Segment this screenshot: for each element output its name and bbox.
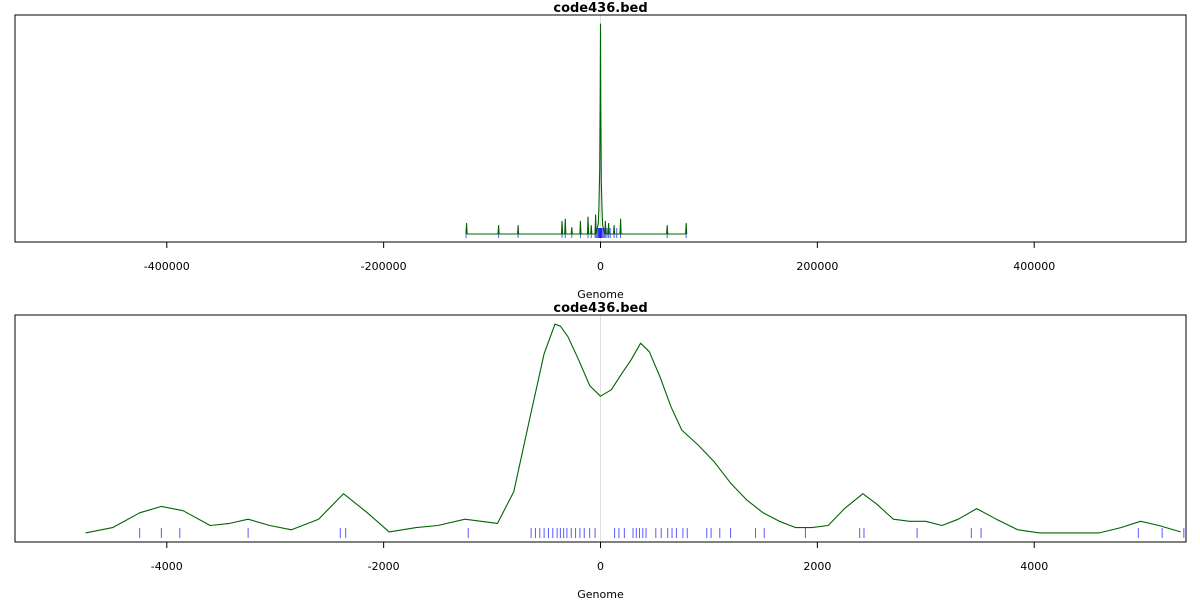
panel1-density-line-series-0	[465, 23, 688, 235]
panel1-x-tick-label: -400000	[144, 260, 190, 273]
panel2-chart-title: code436.bed	[553, 301, 647, 316]
panel1-chart-title: code436.bed	[553, 1, 647, 16]
panel2-x-tick-label: 0	[597, 560, 604, 573]
panel1-x-tick-label: 200000	[796, 260, 838, 273]
panel1-x-tick-label: 0	[597, 260, 604, 273]
panel1-x-tick-label: -200000	[361, 260, 407, 273]
panel2-density-line-series-0	[85, 323, 1181, 534]
panel2-x-tick-label: 2000	[803, 560, 831, 573]
panel2-x-tick-label: 4000	[1020, 560, 1048, 573]
panel2-x-tick-label: -4000	[151, 560, 183, 573]
panel2-x-axis-label: Genome	[577, 588, 624, 600]
panel1-x-tick-label: 400000	[1013, 260, 1055, 273]
panel2-x-tick-label: -2000	[368, 560, 400, 573]
panel1-x-axis-label: Genome	[577, 288, 624, 301]
